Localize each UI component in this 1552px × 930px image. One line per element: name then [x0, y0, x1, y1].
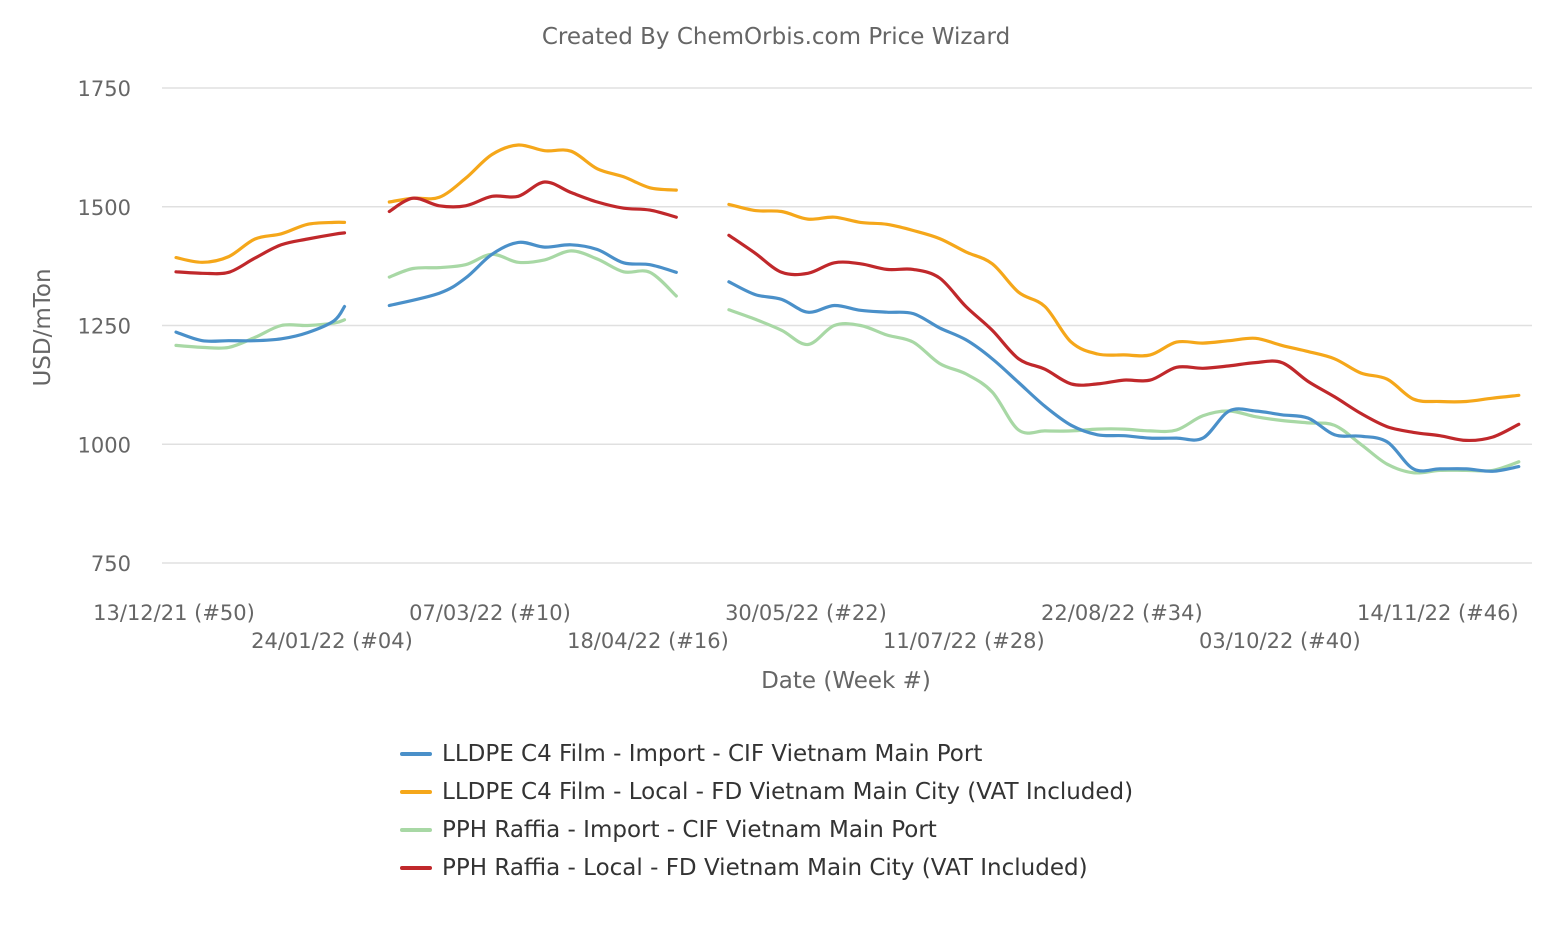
series-line: [387, 240, 678, 308]
legend-swatch: [400, 752, 432, 756]
y-tick-label: 1000: [78, 433, 131, 457]
legend-label: PPH Raffia - Local - FD Vietnam Main Cit…: [442, 855, 1088, 881]
line-chart: 1750 1500 1250 1000 750 USD/mTon 13/12/21 (#50…: [30, 77, 1532, 694]
legend-label: LLDPE C4 Film - Local - FD Vietnam Main …: [442, 779, 1134, 805]
y-tick-label: 1250: [78, 315, 131, 339]
series-line: [174, 318, 347, 350]
legend-swatch: [400, 866, 432, 870]
y-tick-label: 1500: [78, 196, 131, 220]
x-axis-label: Date (Week #): [761, 668, 931, 694]
series-line: [727, 280, 1521, 473]
legend-swatch: [400, 828, 432, 832]
y-tick-label: 750: [91, 552, 131, 576]
x-tick-label: 24/01/22 (#04): [251, 629, 413, 653]
legend-item[interactable]: LLDPE C4 Film - Local - FD Vietnam Main …: [400, 773, 1133, 811]
legend-item[interactable]: LLDPE C4 Film - Import - CIF Vietnam Mai…: [400, 735, 1133, 773]
series-line: [727, 233, 1521, 443]
legend-item[interactable]: PPH Raffia - Import - CIF Vietnam Main P…: [400, 811, 1133, 849]
y-axis-label: USD/mTon: [30, 268, 56, 386]
chart-legend: LLDPE C4 Film - Import - CIF Vietnam Mai…: [400, 735, 1133, 887]
legend-label: PPH Raffia - Import - CIF Vietnam Main P…: [442, 817, 937, 843]
x-tick-label: 11/07/22 (#28): [883, 629, 1045, 653]
x-tick-label: 22/08/22 (#34): [1041, 601, 1203, 625]
series-line: [727, 202, 1521, 404]
series-line: [174, 231, 347, 276]
series-line: [387, 180, 678, 219]
legend-swatch: [400, 790, 432, 794]
y-tick-label: 1750: [78, 77, 131, 101]
series-line: [174, 304, 347, 343]
series-line: [174, 220, 347, 264]
chart-title: Created By ChemOrbis.com Price Wizard: [541, 24, 1011, 50]
x-tick-label: 13/12/21 (#50): [93, 601, 255, 625]
series-line: [727, 308, 1521, 475]
series-line: [387, 249, 678, 298]
legend-item[interactable]: PPH Raffia - Local - FD Vietnam Main Cit…: [400, 849, 1133, 887]
series-line: [387, 143, 678, 204]
x-tick-label: 14/11/22 (#46): [1357, 601, 1519, 625]
x-tick-label: 18/04/22 (#16): [567, 629, 729, 653]
x-tick-label: 07/03/22 (#10): [409, 601, 571, 625]
x-tick-label: 03/10/22 (#40): [1199, 629, 1361, 653]
legend-label: LLDPE C4 Film - Import - CIF Vietnam Mai…: [442, 741, 983, 767]
x-tick-label: 30/05/22 (#22): [725, 601, 887, 625]
